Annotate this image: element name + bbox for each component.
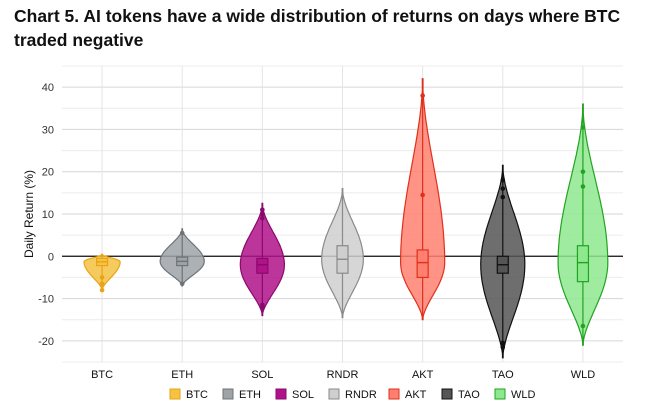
legend-swatch-btc [169, 388, 181, 400]
violins [83, 78, 609, 359]
outlier-point [500, 194, 506, 200]
outlier-point [420, 192, 425, 198]
x-tick-label: AKT [412, 369, 434, 381]
outlier-point [260, 211, 265, 217]
outlier-point [580, 184, 586, 189]
y-tick-label: 10 [42, 209, 54, 221]
outlier-point [580, 169, 586, 175]
y-axis-ticks: -20 -10 0 10 20 30 40 [38, 82, 54, 348]
outlier-point [99, 281, 105, 287]
legend-swatch-akt [388, 388, 400, 400]
outlier-point [99, 287, 105, 293]
legend-swatch-eth [222, 388, 234, 400]
outlier-point [500, 177, 506, 183]
outlier-point [260, 304, 265, 310]
outlier-point [420, 93, 425, 98]
outlier-point [260, 215, 265, 221]
legend-label-btc: BTC [186, 389, 208, 401]
y-tick-label: 0 [48, 251, 54, 263]
outlier-point [580, 323, 586, 329]
outlier-point [179, 230, 185, 236]
outlier-point [580, 125, 586, 130]
x-tick-label: WLD [571, 369, 596, 381]
y-tick-label: -20 [38, 336, 54, 348]
x-tick-label: TAO [492, 369, 514, 381]
outlier-point [500, 186, 506, 191]
legend-swatch-rndr [328, 388, 340, 400]
box-wld [576, 245, 590, 283]
outlier-point [500, 344, 506, 350]
x-axis-ticks: BTC ETH SOL RNDR AKT TAO WLD [91, 369, 595, 381]
outlier-point [260, 207, 265, 213]
outlier-point [179, 281, 185, 287]
legend-swatch-wld [494, 388, 506, 400]
legend-label-wld: WLD [511, 389, 536, 401]
x-tick-label: ETH [171, 369, 193, 381]
outlier-point [500, 340, 506, 346]
x-tick-label: BTC [91, 369, 113, 381]
y-tick-label: 40 [42, 82, 54, 94]
y-tick-label: 30 [42, 124, 54, 136]
legend-label-sol: SOL [292, 389, 314, 401]
x-tick-label: SOL [251, 369, 273, 381]
outlier-point [99, 275, 105, 280]
legend-label-tao: TAO [458, 389, 480, 401]
legend-label-rndr: RNDR [345, 389, 377, 401]
legend: BTC ETH SOL RNDR AKT TAO WLD [169, 388, 536, 401]
legend-label-eth: ETH [239, 389, 261, 401]
box-akt [416, 249, 429, 279]
legend-swatch-tao [441, 388, 453, 400]
y-axis-label: Daily Return (%) [22, 170, 36, 258]
y-tick-label: 20 [42, 167, 54, 179]
x-tick-label: RNDR [327, 369, 359, 381]
chart-title: Chart 5. AI tokens have a wide distribut… [14, 6, 621, 50]
legend-label-akt: AKT [405, 389, 427, 401]
y-tick-label: -10 [38, 294, 54, 306]
legend-swatch-sol [275, 388, 287, 400]
box-sol [256, 257, 269, 274]
